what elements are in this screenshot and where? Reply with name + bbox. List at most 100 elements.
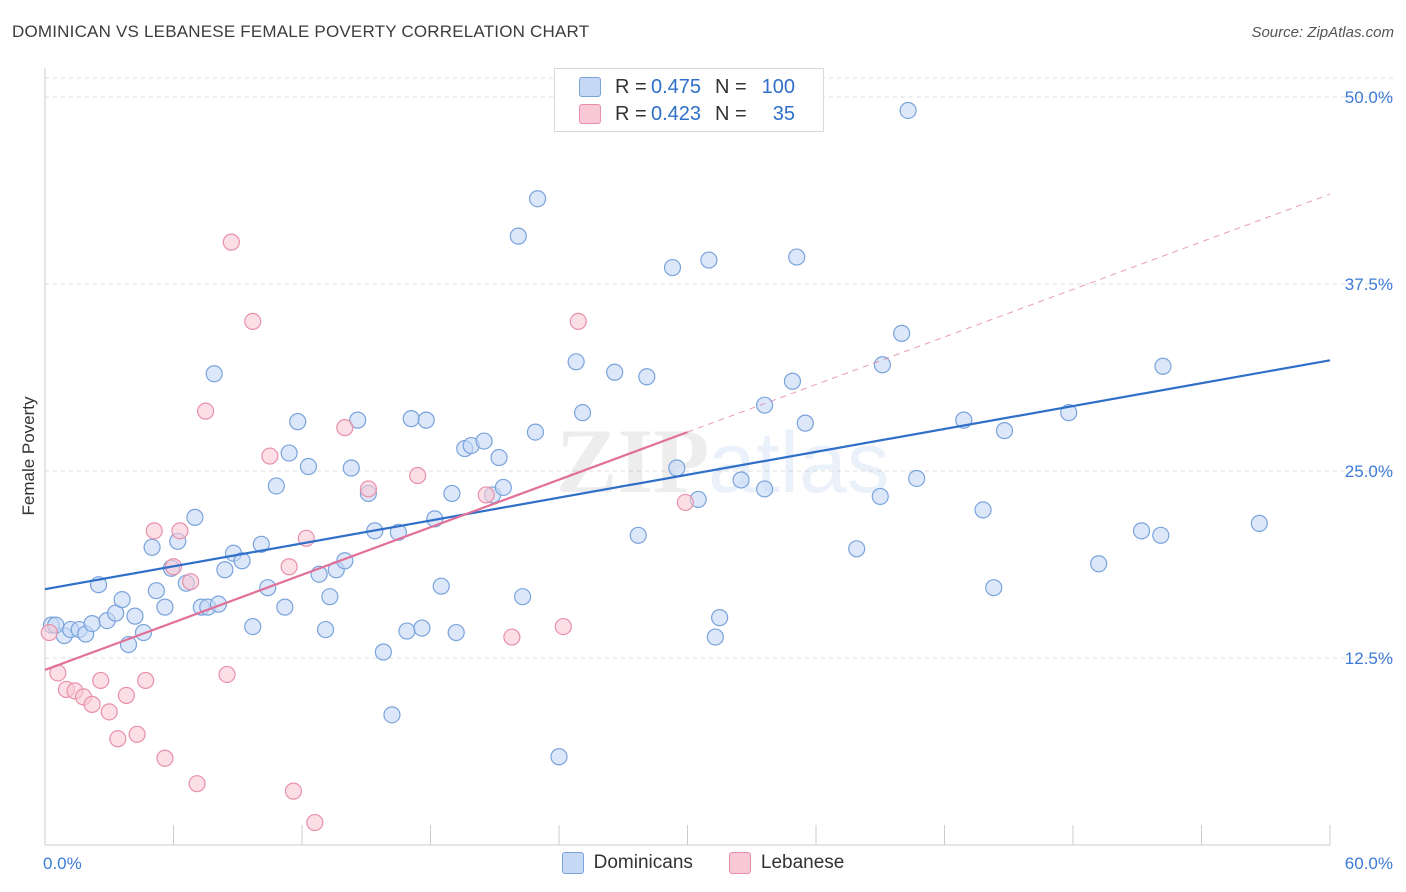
dominican-point: [755, 480, 774, 498]
dominican-point: [402, 410, 420, 428]
y-axis-label: Female Poverty: [19, 396, 38, 516]
y-tick-label: 25.0%: [1345, 462, 1393, 481]
lebanese-point: [100, 703, 118, 721]
y-tick-label: 37.5%: [1345, 275, 1393, 294]
dominican-point: [205, 365, 223, 383]
dominican-point: [417, 411, 435, 429]
dominican-point: [321, 588, 339, 606]
dominican-point: [908, 469, 926, 488]
dominican-point: [494, 478, 512, 497]
lebanese-point: [109, 730, 127, 748]
dominican-point: [413, 619, 431, 637]
dominican-point: [732, 471, 750, 489]
lebanese-point: [222, 233, 240, 251]
y-tick-label: 12.5%: [1345, 649, 1393, 668]
lebanese-point: [244, 312, 262, 330]
lebanese-point: [280, 558, 298, 576]
dominican-point: [629, 526, 647, 544]
dominican-point: [893, 324, 911, 342]
dominican-point: [156, 598, 174, 616]
dominican-point: [447, 623, 465, 642]
y-tick-label: 50.0%: [1345, 88, 1393, 107]
dominican-point: [186, 508, 204, 526]
dominican-point: [567, 353, 585, 371]
source-credit: Source: ZipAtlas.com: [1251, 24, 1394, 41]
dominican-point: [432, 577, 450, 595]
dominican-point: [638, 368, 656, 386]
lebanese-point: [676, 493, 694, 512]
dominican-point: [113, 591, 131, 609]
lebanese-swatch: [579, 104, 601, 124]
dominican-point: [280, 444, 298, 462]
dominican-point: [899, 101, 917, 120]
dominican-point: [126, 607, 144, 625]
legend-label-lebanese: Lebanese: [760, 852, 845, 873]
dominican-point: [706, 628, 724, 646]
dominicans-swatch: [579, 77, 601, 97]
lebanese-point: [182, 573, 200, 591]
lebanese-point: [128, 725, 146, 743]
dominican-point: [663, 258, 682, 277]
r-label: R =: [615, 102, 647, 125]
dominicans-trend-line: [44, 359, 1331, 591]
dominican-point: [244, 617, 262, 636]
lebanese-trend-extension: [687, 193, 1331, 433]
lebanese-trend-line: [44, 431, 688, 671]
dominican-point: [490, 448, 508, 467]
dominican-point: [526, 423, 545, 441]
dominican-point: [316, 620, 335, 639]
lebanese-point: [359, 480, 377, 498]
dominican-point: [299, 457, 318, 476]
r-label: R =: [615, 75, 647, 98]
lebanese-point: [40, 623, 58, 642]
dominican-point: [1132, 522, 1151, 540]
legend-item-dominicans[interactable]: Dominicans: [561, 852, 693, 874]
n-value: 100: [761, 75, 795, 98]
dominican-point: [974, 501, 992, 519]
lebanese-point: [197, 402, 215, 420]
dominican-point: [267, 477, 285, 495]
n-label: N =: [715, 102, 747, 125]
legend-label-dominicans: Dominicans: [593, 852, 693, 873]
dominican-point: [783, 372, 802, 390]
dominican-point: [216, 561, 234, 579]
dominican-point: [700, 251, 718, 269]
dominican-point: [550, 748, 568, 766]
dominican-point: [711, 609, 729, 627]
x-tick-label: 60.0%: [1345, 854, 1393, 873]
dominican-point: [985, 579, 1003, 597]
dominican-point: [848, 540, 866, 558]
r-value: 0.475: [651, 75, 702, 98]
n-label: N =: [715, 75, 747, 98]
lebanese-point: [284, 782, 303, 800]
dominican-point: [342, 459, 360, 477]
lebanese-point: [83, 695, 101, 713]
dominican-point: [995, 422, 1014, 440]
series-legend: Dominicans Lebanese: [0, 852, 1406, 874]
dominican-point: [606, 363, 624, 381]
dominican-point: [871, 487, 889, 506]
legend-item-lebanese[interactable]: Lebanese: [728, 852, 845, 874]
lebanese-point: [171, 522, 189, 540]
dominican-point: [1090, 555, 1108, 573]
dominican-point: [509, 227, 527, 245]
dominican-point: [398, 622, 416, 640]
lebanese-point: [137, 671, 155, 690]
dominican-point: [513, 588, 532, 606]
dominican-point: [443, 484, 461, 503]
lebanese-swatch: [728, 852, 751, 874]
lebanese-point: [306, 813, 324, 832]
dominican-point: [1152, 526, 1170, 544]
lebanese-point: [336, 419, 354, 437]
lebanese-point: [261, 447, 279, 465]
dominican-point: [1250, 514, 1268, 532]
dominican-point: [233, 552, 251, 570]
dominican-point: [374, 643, 392, 661]
dominican-point: [383, 706, 401, 724]
dominicans-swatch: [561, 852, 584, 874]
r-value: 0.423: [651, 102, 702, 125]
dominican-point: [83, 614, 101, 633]
dominican-point: [668, 459, 686, 477]
dominican-point: [1154, 357, 1172, 375]
